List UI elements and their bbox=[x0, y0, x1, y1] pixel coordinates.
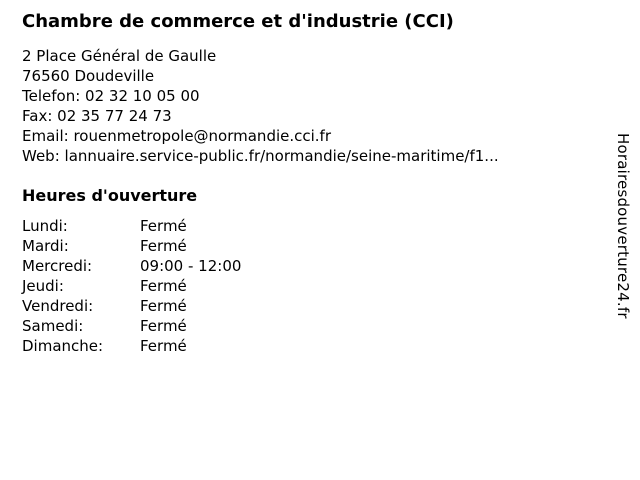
phone-value: 02 32 10 05 00 bbox=[85, 87, 200, 105]
day-hours: Fermé bbox=[140, 297, 187, 315]
day-label: Dimanche: bbox=[22, 337, 104, 355]
hours-row-thursday: Jeudi: Fermé bbox=[22, 276, 600, 296]
day-label: Samedi: bbox=[22, 317, 84, 335]
site-watermark: Horairesdouverture24.fr bbox=[614, 133, 632, 319]
opening-hours-heading: Heures d'ouverture bbox=[22, 186, 198, 205]
day-hours: Fermé bbox=[140, 217, 187, 235]
day-label: Mardi: bbox=[22, 237, 69, 255]
day-label: Lundi: bbox=[22, 217, 68, 235]
opening-hours-table: Lundi: Fermé Mardi: Fermé Mercredi: 09:0… bbox=[22, 216, 600, 356]
address-street: 2 Place Général de Gaulle bbox=[22, 47, 217, 65]
hours-row-wednesday: Mercredi: 09:00 - 12:00 bbox=[22, 256, 600, 276]
email-value: rouenmetropole@normandie.cci.fr bbox=[73, 127, 332, 145]
hours-row-saturday: Samedi: Fermé bbox=[22, 316, 600, 336]
fax-line: Fax: 02 35 77 24 73 bbox=[22, 106, 600, 126]
day-label: Jeudi: bbox=[22, 277, 64, 295]
phone-line: Telefon: 02 32 10 05 00 bbox=[22, 86, 600, 106]
day-label: Vendredi: bbox=[22, 297, 94, 315]
web-label: Web: bbox=[22, 147, 60, 165]
listing-content: Chambre de commerce et d'industrie (CCI)… bbox=[22, 11, 600, 356]
fax-value: 02 35 77 24 73 bbox=[57, 107, 172, 125]
address-city: 76560 Doudeville bbox=[22, 67, 155, 85]
web-line: Web: lannuaire.service-public.fr/normand… bbox=[22, 146, 600, 166]
day-hours: Fermé bbox=[140, 317, 187, 335]
hours-row-friday: Vendredi: Fermé bbox=[22, 296, 600, 316]
day-hours: Fermé bbox=[140, 237, 187, 255]
hours-row-sunday: Dimanche: Fermé bbox=[22, 336, 600, 356]
day-hours: Fermé bbox=[140, 277, 187, 295]
email-label: Email: bbox=[22, 127, 69, 145]
fax-label: Fax: bbox=[22, 107, 53, 125]
day-label: Mercredi: bbox=[22, 257, 93, 275]
hours-row-tuesday: Mardi: Fermé bbox=[22, 236, 600, 256]
day-hours: 09:00 - 12:00 bbox=[140, 257, 242, 275]
phone-label: Telefon: bbox=[22, 87, 81, 105]
day-hours: Fermé bbox=[140, 337, 187, 355]
page-title: Chambre de commerce et d'industrie (CCI) bbox=[22, 11, 454, 32]
contact-info: 2 Place Général de Gaulle 76560 Doudevil… bbox=[22, 46, 600, 166]
hours-row-monday: Lundi: Fermé bbox=[22, 216, 600, 236]
web-value: lannuaire.service-public.fr/normandie/se… bbox=[64, 147, 499, 165]
email-line: Email: rouenmetropole@normandie.cci.fr bbox=[22, 126, 600, 146]
